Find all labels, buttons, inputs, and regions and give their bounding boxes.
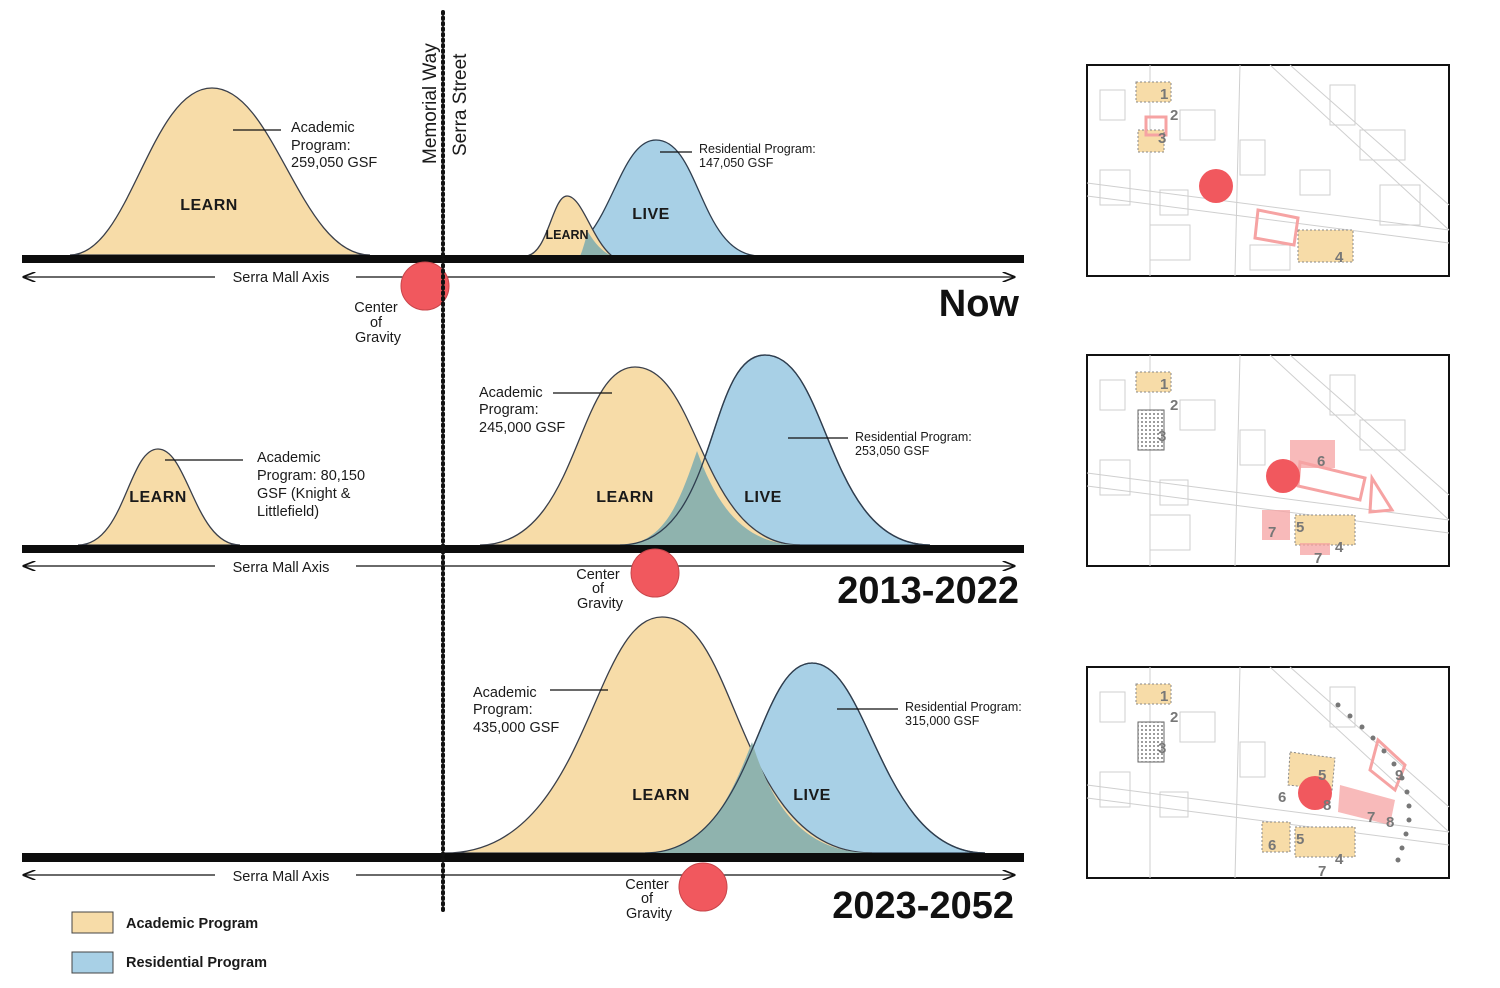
- period-label: 2013-2022: [837, 570, 1019, 612]
- learn-label: LEARN: [180, 197, 238, 214]
- svg-text:5: 5: [1296, 831, 1304, 848]
- campus-map-2023-2052: 1 2 3 4 5 5 6 6 7 7 8 8 9: [1086, 666, 1450, 880]
- academic-annotation: Academic Program: 245,000 GSF: [479, 385, 565, 436]
- panel-now: LEARN LEARN LIVE Academic Program: 259,0…: [22, 87, 1024, 346]
- center-of-gravity-marker: [630, 548, 680, 598]
- learn-label-small: LEARN: [545, 228, 588, 242]
- svg-text:4: 4: [1335, 851, 1344, 868]
- center-of-gravity-label: Center of Gravity: [354, 300, 402, 346]
- academic-annotation: Academic Program: 259,050 GSF: [291, 120, 377, 171]
- center-of-gravity-label: Center of Gravity: [576, 567, 624, 612]
- overlap-region: [620, 451, 800, 545]
- svg-text:2: 2: [1170, 107, 1178, 124]
- campus-map-2013-2022: 1 2 3 4 5 6 7 7: [1086, 354, 1450, 567]
- svg-text:4: 4: [1335, 249, 1344, 266]
- svg-text:2: 2: [1170, 709, 1178, 726]
- svg-text:5: 5: [1318, 767, 1326, 784]
- axis-label: Serra Mall Axis: [233, 869, 330, 885]
- center-of-gravity-marker: [678, 862, 728, 912]
- baseline-bar: [22, 853, 1024, 862]
- svg-text:7: 7: [1318, 863, 1326, 880]
- campus-map-now: 1 2 3 4: [1086, 64, 1450, 277]
- axis-label: Serra Mall Axis: [233, 270, 330, 286]
- svg-text:1: 1: [1160, 86, 1168, 103]
- memorial-way-label: Memorial Way: [420, 43, 441, 164]
- legend-label-residential: Residential Program: [126, 955, 267, 971]
- svg-text:3: 3: [1158, 740, 1166, 757]
- period-label: Now: [939, 283, 1020, 325]
- serra-street-label: Serra Street: [450, 53, 471, 156]
- overlap-region: [645, 742, 872, 853]
- legend-swatch-residential: [71, 951, 114, 974]
- baseline-bar: [22, 545, 1024, 553]
- svg-text:7: 7: [1367, 809, 1375, 826]
- svg-text:7: 7: [1268, 524, 1276, 541]
- svg-text:5: 5: [1296, 519, 1304, 536]
- svg-text:3: 3: [1158, 428, 1166, 445]
- axis-label: Serra Mall Axis: [233, 560, 330, 576]
- learn-label: LEARN: [596, 489, 654, 506]
- svg-text:6: 6: [1268, 837, 1276, 854]
- svg-text:6: 6: [1317, 453, 1325, 470]
- legend-swatch-academic: [71, 911, 114, 934]
- svg-text:4: 4: [1335, 539, 1344, 556]
- center-of-gravity-label: Center of Gravity: [625, 877, 673, 922]
- academic-annotation: Academic Program: 435,000 GSF: [473, 685, 559, 736]
- overlap-region: [580, 232, 612, 256]
- svg-text:9: 9: [1395, 767, 1403, 784]
- live-curve: [549, 139, 761, 257]
- panel-2023-2052: LEARN LIVE Academic Program: 435,000 GSF…: [22, 616, 1025, 927]
- residential-annotation: Residential Program: 147,050 GSF: [699, 142, 819, 170]
- svg-text:1: 1: [1160, 688, 1168, 705]
- svg-text:8: 8: [1323, 797, 1331, 814]
- center-of-gravity-marker: [400, 261, 450, 311]
- residential-annotation: Residential Program: 253,050 GSF: [855, 430, 975, 458]
- learn-label-small: LEARN: [129, 489, 187, 506]
- learn-label: LEARN: [632, 787, 690, 804]
- svg-text:2: 2: [1170, 397, 1178, 414]
- learn-curve-small: [77, 448, 241, 546]
- svg-text:3: 3: [1158, 130, 1166, 147]
- live-label: LIVE: [632, 206, 670, 223]
- period-label: 2023-2052: [832, 885, 1014, 927]
- panel-2013-2022: LEARN LEARN LIVE Academic Program: 80,15…: [22, 354, 1024, 612]
- residential-annotation: Residential Program: 315,000 GSF: [905, 700, 1025, 728]
- svg-text:8: 8: [1386, 814, 1394, 831]
- learn-curve-large: [69, 87, 371, 256]
- svg-text:7: 7: [1314, 550, 1322, 567]
- legend-label-academic: Academic Program: [126, 916, 258, 932]
- live-label: LIVE: [744, 489, 782, 506]
- svg-text:6: 6: [1278, 789, 1286, 806]
- svg-text:1: 1: [1160, 376, 1168, 393]
- baseline-bar: [22, 255, 1024, 263]
- academic-annotation-small: Academic Program: 80,150 GSF (Knight & L…: [257, 450, 369, 520]
- legend: Academic Program Residential Program: [71, 911, 267, 974]
- live-label: LIVE: [793, 787, 831, 804]
